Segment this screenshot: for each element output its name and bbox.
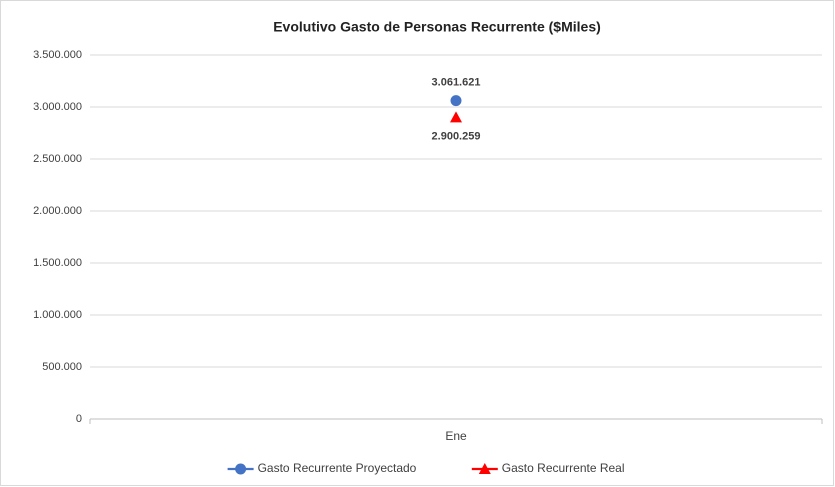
data-label: 2.900.259 (432, 130, 481, 142)
y-tick-label: 3.000.000 (33, 101, 82, 113)
chart-title: Evolutivo Gasto de Personas Recurrente (… (273, 19, 601, 35)
y-tick-label: 0 (76, 413, 82, 425)
y-tick-label: 2.500.000 (33, 153, 82, 165)
y-tick-label: 500.000 (42, 361, 82, 373)
data-point (450, 95, 462, 107)
data-label: 3.061.621 (432, 76, 481, 88)
y-tick-label: 2.000.000 (33, 205, 82, 217)
legend-marker (235, 463, 247, 475)
y-tick-label: 1.500.000 (33, 257, 82, 269)
legend-label: Gasto Recurrente Proyectado (258, 461, 417, 475)
legend-marker (478, 463, 491, 474)
x-tick-label: Ene (445, 429, 467, 443)
data-point (450, 111, 462, 123)
y-tick-label: 1.000.000 (33, 309, 82, 321)
y-tick-label: 3.500.000 (33, 49, 82, 61)
legend-label: Gasto Recurrente Real (502, 461, 625, 475)
